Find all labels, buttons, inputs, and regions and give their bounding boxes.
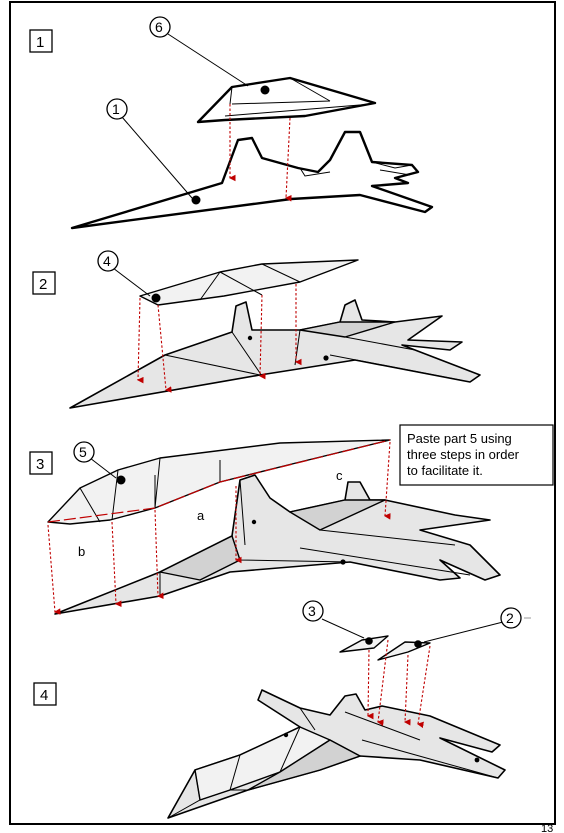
guide-arrow: [416, 645, 431, 729]
step-3-wing-panel: [289, 499, 386, 531]
part-5-folds: [79, 457, 221, 523]
part-2-dot: [414, 640, 422, 648]
segment-c-label: c: [336, 468, 343, 483]
page-number: 13: [541, 823, 553, 833]
part-4-shape: [139, 259, 359, 306]
part-6-number: 6: [155, 19, 163, 35]
callout-line-3: [321, 618, 365, 639]
part-1-dot: [191, 195, 201, 205]
step-2-mark: [247, 335, 253, 341]
part-1-details: [299, 161, 413, 177]
callout-line-4: [112, 267, 151, 297]
part-4-dot: [151, 293, 161, 303]
guide-arrow: [383, 441, 391, 520]
part-5-edge-red: [47, 439, 391, 523]
guide-arrow: [403, 654, 411, 726]
note-box: [399, 424, 554, 486]
part-6-callout: [149, 16, 171, 38]
callout-line-1: [121, 116, 193, 199]
step-2-label: 2: [39, 276, 47, 293]
step-4-mark: [283, 732, 289, 738]
step-4-label: 4: [40, 687, 48, 704]
step-1-badge: [29, 29, 53, 53]
step-2-wing-panel: [299, 321, 396, 338]
note-line-1: Paste part 5 using: [407, 431, 512, 446]
step-3-label: 3: [36, 456, 44, 473]
step-2-aircraft: [69, 299, 481, 409]
guide-arrow: [111, 521, 122, 608]
guide-arrow: [376, 639, 389, 726]
part-3-dot: [365, 637, 373, 645]
page-border: [9, 1, 556, 825]
step-3-mark: [251, 519, 257, 525]
guide-arrow: [136, 297, 144, 384]
part-3-callout: [302, 600, 324, 622]
part-6-folds: [224, 77, 373, 117]
guide-arrow: [47, 524, 61, 615]
part-5-dot: [116, 475, 126, 485]
step-1: 1 6 1: [29, 16, 434, 230]
guide-arrow: [258, 294, 266, 380]
step-2-badge: [32, 271, 56, 295]
part-2-shape: [377, 641, 431, 661]
segment-a-label: a: [197, 508, 205, 523]
part-5-callout: [73, 441, 95, 463]
step-3-aircraft: [54, 474, 501, 615]
guide-arrow: [154, 509, 164, 600]
part-6-dot: [260, 85, 270, 95]
part-3-number: 3: [308, 603, 316, 619]
callout-line-2: [423, 621, 504, 643]
part-4-folds: [199, 263, 301, 301]
part-4-callout: [97, 250, 119, 272]
part-6-shape: [196, 76, 377, 124]
part-5-number: 5: [79, 444, 87, 460]
step-4: 4 3 2: [33, 600, 531, 819]
part-1-callout: [106, 98, 128, 120]
step-3-mark: [340, 559, 346, 565]
part-2-number: 2: [506, 610, 514, 626]
note-line-3: to facilitate it.: [407, 463, 483, 478]
step-4-mark: [474, 757, 480, 763]
step-4-badge: [33, 682, 57, 706]
step-4-fold-lines: [167, 707, 499, 819]
step-2: 2 4: [32, 250, 481, 409]
note-line-2: three steps in order: [407, 447, 520, 462]
step-3: 3 b a c 5 Paste part 5 using three steps…: [29, 424, 554, 615]
guide-arrow: [366, 649, 374, 720]
part-2-callout: [500, 607, 522, 629]
part-1-shape: [70, 130, 434, 230]
step-3-badge: [29, 451, 53, 475]
callout-line-5: [89, 457, 117, 479]
part-3-shape: [339, 635, 389, 653]
step-2-mark: [323, 355, 329, 361]
part-4-number: 4: [103, 253, 111, 269]
step-1-label: 1: [36, 34, 44, 51]
segment-b-label: b: [78, 544, 85, 559]
part-1-number: 1: [112, 101, 120, 117]
step-2-fold-lines: [164, 329, 461, 381]
callout-line-6: [167, 33, 249, 87]
guide-arrow: [157, 304, 172, 393]
